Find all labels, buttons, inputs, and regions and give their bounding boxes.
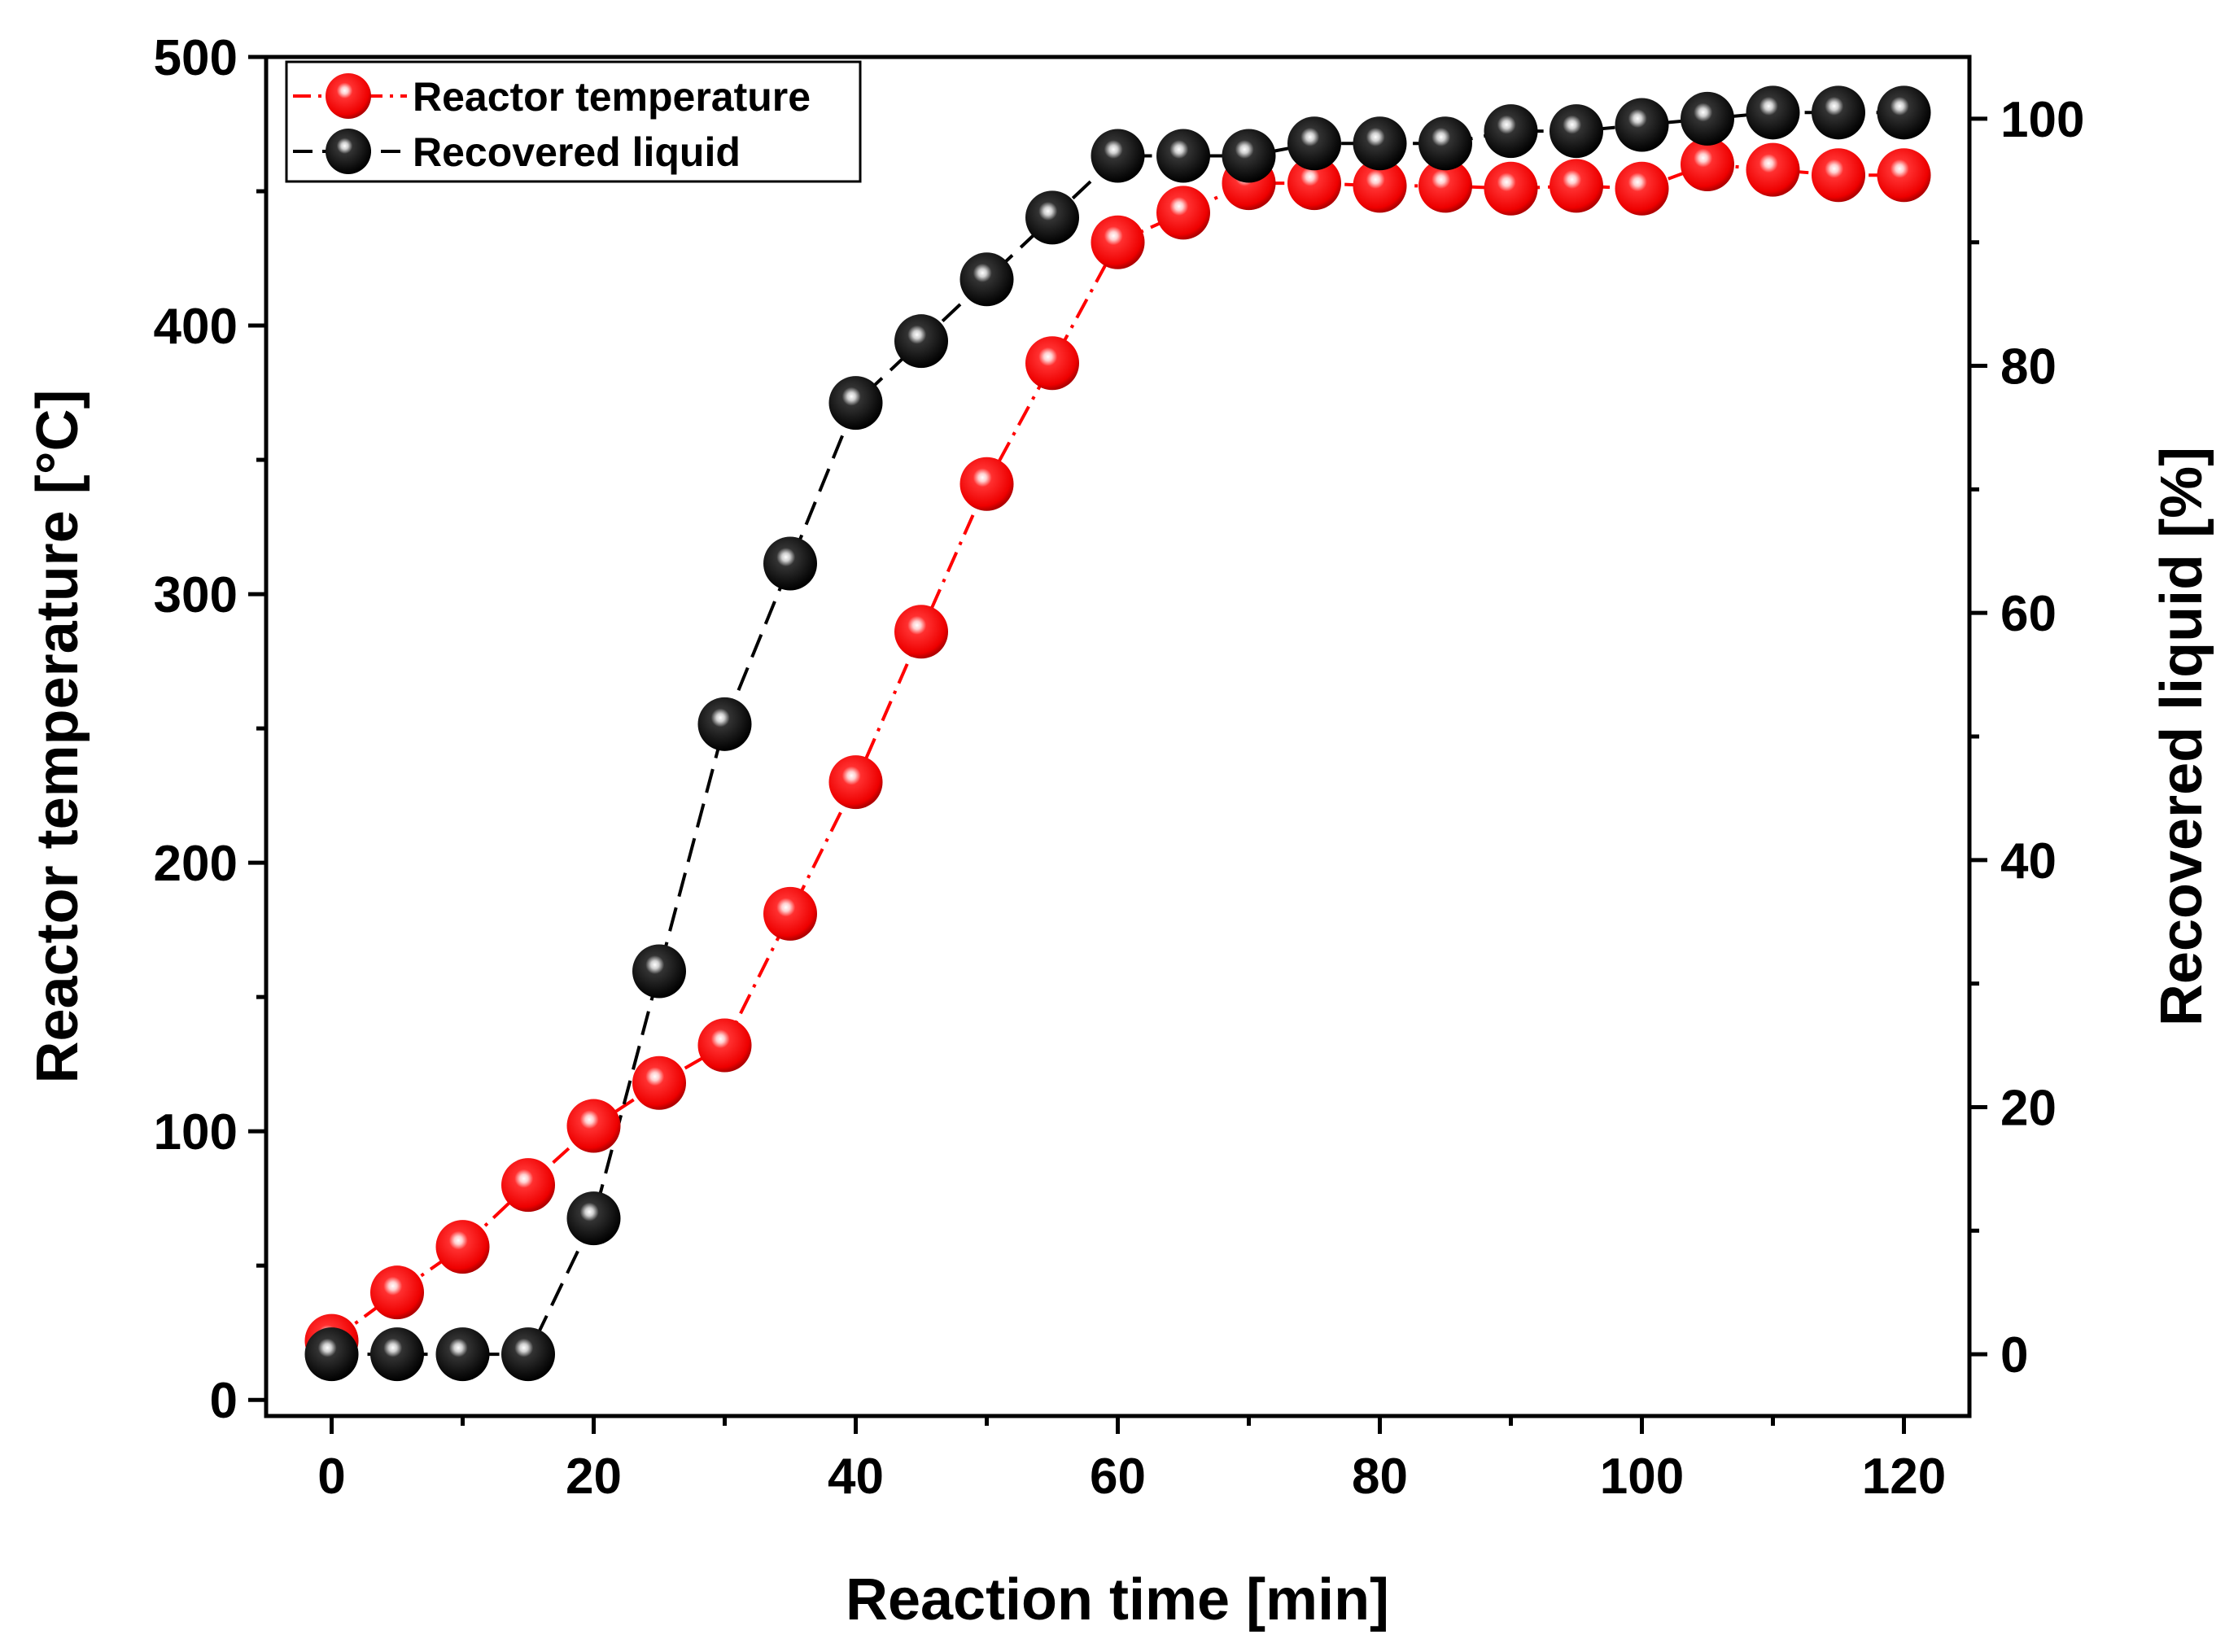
legend: Reactor temperature Recovered liquid [285, 60, 862, 183]
y2-axis-title: Recovered liquid [%] [2149, 447, 2214, 1026]
x-axis-title: Reaction time [min] [846, 1567, 1389, 1632]
series-markers [304, 85, 1931, 1382]
data-point-temperature [1353, 159, 1407, 213]
y2-tick-label: 100 [2000, 92, 2084, 148]
data-point-liquid [1615, 98, 1669, 152]
data-point-temperature [697, 1018, 752, 1073]
data-point-liquid [1222, 129, 1276, 183]
data-point-temperature [894, 605, 948, 659]
y-tick-label: 500 [154, 30, 238, 86]
data-point-liquid [1025, 190, 1079, 245]
data-point-liquid [1484, 104, 1538, 159]
data-point-temperature [1091, 215, 1145, 269]
x-tick-label: 120 [1862, 1449, 1946, 1505]
data-point-temperature [435, 1220, 490, 1274]
legend-label-temperature: Reactor temperature [413, 74, 811, 120]
x-tick-label: 100 [1600, 1449, 1684, 1505]
series-line-1 [331, 111, 1904, 1357]
data-point-liquid [304, 1327, 359, 1382]
x-tick-label: 60 [1090, 1449, 1146, 1505]
y2-tick-label: 80 [2000, 339, 2057, 396]
x-tick-label: 0 [317, 1449, 345, 1505]
data-point-liquid [894, 314, 948, 369]
y-tick-label: 300 [154, 567, 238, 623]
data-point-temperature [1550, 159, 1603, 213]
data-point-liquid [763, 536, 817, 591]
tick-labels: 0 20 40 60 80 100 120 0 100 200 300 400 500 0 20 40 60 80… [154, 30, 2085, 1505]
data-point-liquid [1353, 116, 1407, 171]
data-point-liquid [1877, 85, 1931, 140]
data-point-temperature [1025, 336, 1079, 391]
y2-tick-label: 20 [2000, 1080, 2057, 1136]
data-point-temperature [1681, 138, 1734, 192]
data-point-liquid [632, 944, 686, 999]
data-point-temperature [1746, 142, 1800, 197]
data-point-temperature [1156, 186, 1210, 240]
legend-label-liquid: Recovered liquid [413, 129, 741, 175]
data-point-liquid [501, 1327, 555, 1382]
data-point-temperature [828, 755, 883, 810]
data-point-liquid [370, 1327, 424, 1382]
y-tick-label: 200 [154, 836, 238, 892]
data-point-liquid [1287, 116, 1341, 171]
data-point-liquid [435, 1327, 490, 1382]
data-point-temperature [1418, 159, 1472, 213]
data-point-temperature [1484, 161, 1538, 216]
x-tick-label: 80 [1352, 1449, 1408, 1505]
data-point-temperature [1615, 161, 1669, 216]
data-point-temperature [632, 1055, 686, 1110]
y-tick-label: 100 [154, 1104, 238, 1160]
data-point-liquid [1091, 129, 1145, 183]
data-point-temperature [1812, 148, 1865, 203]
data-point-temperature [370, 1265, 424, 1320]
data-point-liquid [828, 376, 883, 430]
data-point-liquid [566, 1191, 621, 1246]
legend-box [285, 60, 862, 183]
y2-tick-label: 60 [2000, 586, 2057, 642]
y2-tick-label: 40 [2000, 833, 2057, 889]
data-point-liquid [1418, 116, 1472, 171]
legend-marker-temperature [326, 73, 371, 119]
ticks [248, 55, 1987, 1434]
y-tick-label: 400 [154, 299, 238, 355]
data-point-liquid [697, 697, 752, 751]
x-tick-label: 20 [566, 1449, 622, 1505]
data-point-temperature [501, 1158, 555, 1213]
data-point-liquid [1812, 85, 1865, 140]
data-point-liquid [1156, 129, 1210, 183]
data-point-liquid [1746, 85, 1800, 140]
data-point-liquid [1681, 91, 1734, 146]
data-point-temperature [1877, 148, 1931, 203]
x-tick-label: 40 [828, 1449, 884, 1505]
series-lines [330, 111, 1904, 1357]
data-point-temperature [763, 886, 817, 941]
data-point-liquid [1550, 104, 1603, 159]
y2-tick-label: 0 [2000, 1327, 2028, 1383]
series-line-0 [330, 162, 1904, 1343]
data-point-temperature [959, 457, 1014, 511]
y-tick-label: 0 [210, 1373, 238, 1429]
data-point-temperature [1287, 156, 1341, 211]
legend-marker-liquid [326, 129, 371, 174]
data-point-temperature [566, 1099, 621, 1153]
data-point-liquid [959, 252, 1014, 307]
y-axis-title: Reactor temperature [°C] [25, 390, 90, 1084]
